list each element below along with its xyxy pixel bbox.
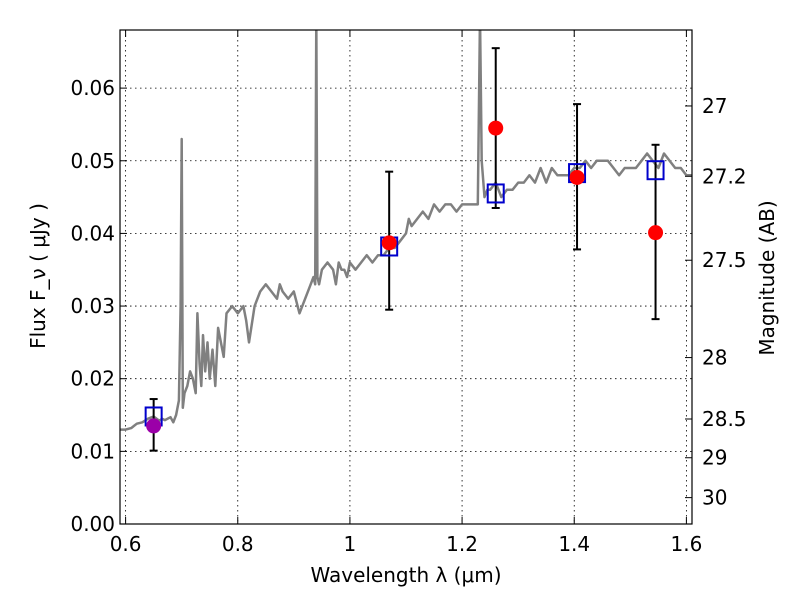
grid (120, 30, 692, 525)
x-tick-label: 0.8 (222, 532, 254, 556)
observed-point (146, 418, 162, 434)
model-series (144, 160, 665, 427)
observed-point (488, 120, 504, 136)
right-tick-label: 28 (702, 346, 727, 370)
sed-spectrum-series (120, 30, 692, 431)
observed-point (569, 169, 585, 185)
x-tick-label: 0.6 (110, 532, 142, 556)
x-tick-label: 1.4 (558, 532, 590, 556)
right-tick-label: 27.2 (702, 164, 747, 188)
y-tick-label: 0.01 (70, 439, 115, 463)
right-tick-label: 27 (702, 94, 727, 118)
y-tick-label: 0.05 (70, 149, 115, 173)
x-tick-label: 1 (344, 532, 357, 556)
errorbar-series (149, 47, 660, 452)
observed-series (146, 120, 664, 434)
y-axis-right-label: Magnitude (AB) (755, 200, 779, 355)
model-point (486, 183, 505, 204)
right-tick-label: 28.5 (702, 407, 747, 431)
x-axis-label: Wavelength λ (μm) (310, 563, 501, 587)
y-tick-label: 0.06 (70, 76, 115, 100)
model-point (646, 160, 665, 181)
y-tick-label: 0.03 (70, 294, 115, 318)
y-tick-label: 0.04 (70, 221, 115, 245)
x-axis: 0.6 0.8 1 1.2 1.4 1.6 (110, 30, 702, 556)
y-tick-label: 0.02 (70, 367, 115, 391)
right-tick-label: 29 (702, 446, 727, 470)
sed-line (120, 30, 692, 431)
y-axis-right: 27 27.2 27.5 28 28.5 29 30 (685, 94, 747, 510)
y-axis-label: Flux F_ν ( μJy ) (26, 203, 50, 349)
plot-frame (119, 29, 693, 525)
x-tick-label: 1.6 (670, 532, 702, 556)
y-tick-label: 0.00 (70, 512, 115, 536)
right-tick-label: 30 (702, 486, 727, 510)
x-tick-label: 1.2 (446, 532, 478, 556)
observed-point (381, 235, 397, 251)
right-tick-label: 27.5 (702, 248, 747, 272)
observed-point (648, 225, 664, 241)
y-axis-left: 0.00 0.01 0.02 0.03 0.04 0.05 0.06 (70, 76, 127, 536)
